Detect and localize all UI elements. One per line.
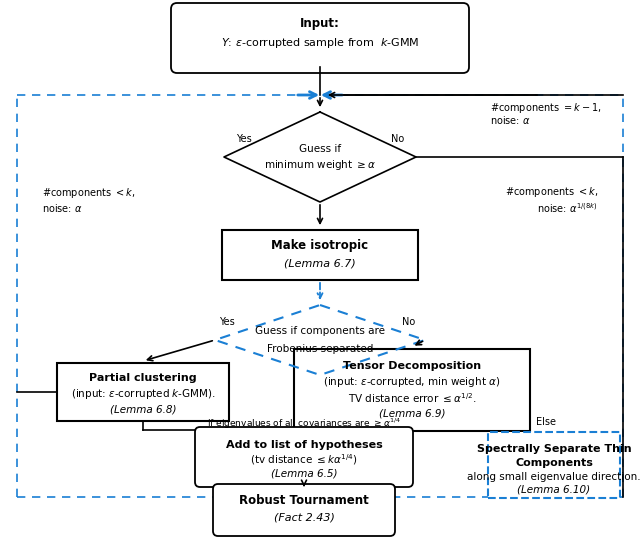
Polygon shape (215, 305, 425, 375)
Text: Input:: Input: (300, 17, 340, 30)
Text: Else: Else (536, 417, 556, 427)
Text: TV distance error $\leq \alpha^{1/2}$.: TV distance error $\leq \alpha^{1/2}$. (348, 391, 476, 405)
Text: Guess if: Guess if (299, 144, 341, 154)
Text: (Lemma 6.7): (Lemma 6.7) (284, 259, 356, 269)
Text: (Lemma 6.8): (Lemma 6.8) (109, 404, 176, 414)
Text: Yes: Yes (236, 134, 252, 144)
FancyBboxPatch shape (195, 427, 413, 487)
Bar (488, 432, 620, 498)
Text: Frobenius separated: Frobenius separated (267, 344, 373, 354)
Text: #components $= k-1$,: #components $= k-1$, (490, 101, 602, 115)
Text: minimum weight $\geq \alpha$: minimum weight $\geq \alpha$ (264, 158, 376, 172)
Text: (Lemma 6.10): (Lemma 6.10) (517, 485, 591, 495)
Text: (tv distance $\leq k\alpha^{1/4}$): (tv distance $\leq k\alpha^{1/4}$) (250, 453, 358, 467)
Text: Robust Tournament: Robust Tournament (239, 494, 369, 507)
Text: (Fact 2.43): (Fact 2.43) (273, 513, 335, 523)
Text: (input: $\varepsilon$-corrupted $k$-GMM).: (input: $\varepsilon$-corrupted $k$-GMM)… (70, 387, 216, 401)
Text: Guess if components are: Guess if components are (255, 326, 385, 336)
Text: Components: Components (515, 458, 593, 468)
Text: Tensor Decomposition: Tensor Decomposition (343, 361, 481, 371)
FancyBboxPatch shape (171, 3, 469, 73)
Text: No: No (392, 134, 404, 144)
Text: $Y$: $\varepsilon$-corrupted sample from  $k$-GMM: $Y$: $\varepsilon$-corrupted sample from… (221, 36, 419, 50)
FancyBboxPatch shape (213, 484, 395, 536)
Text: Yes: Yes (219, 317, 235, 327)
Text: Make isotropic: Make isotropic (271, 239, 369, 252)
Text: If eigenvalues of all covariances are $\geq \alpha^{1/4}$: If eigenvalues of all covariances are $\… (207, 417, 401, 431)
Bar (222, 230, 418, 280)
Text: (input: $\varepsilon$-corrupted, min weight $\alpha$): (input: $\varepsilon$-corrupted, min wei… (323, 375, 500, 389)
Text: along small eigenvalue direction.: along small eigenvalue direction. (467, 472, 640, 482)
Text: Partial clustering: Partial clustering (89, 373, 197, 383)
Text: (Lemma 6.9): (Lemma 6.9) (379, 409, 445, 419)
Polygon shape (224, 112, 416, 202)
Text: #components $< k$,
noise: $\alpha^{1/(8k)}$: #components $< k$, noise: $\alpha^{1/(8k… (505, 185, 598, 215)
Bar (57, 363, 229, 421)
Bar (294, 349, 530, 431)
Text: noise: $\alpha$: noise: $\alpha$ (490, 114, 531, 126)
Text: Spectrally Separate Thin: Spectrally Separate Thin (477, 444, 631, 454)
Text: (Lemma 6.5): (Lemma 6.5) (271, 468, 337, 478)
Text: #components $< k$,
noise: $\alpha$: #components $< k$, noise: $\alpha$ (42, 186, 135, 214)
Text: Add to list of hypotheses: Add to list of hypotheses (226, 440, 382, 450)
Text: No: No (403, 317, 415, 327)
